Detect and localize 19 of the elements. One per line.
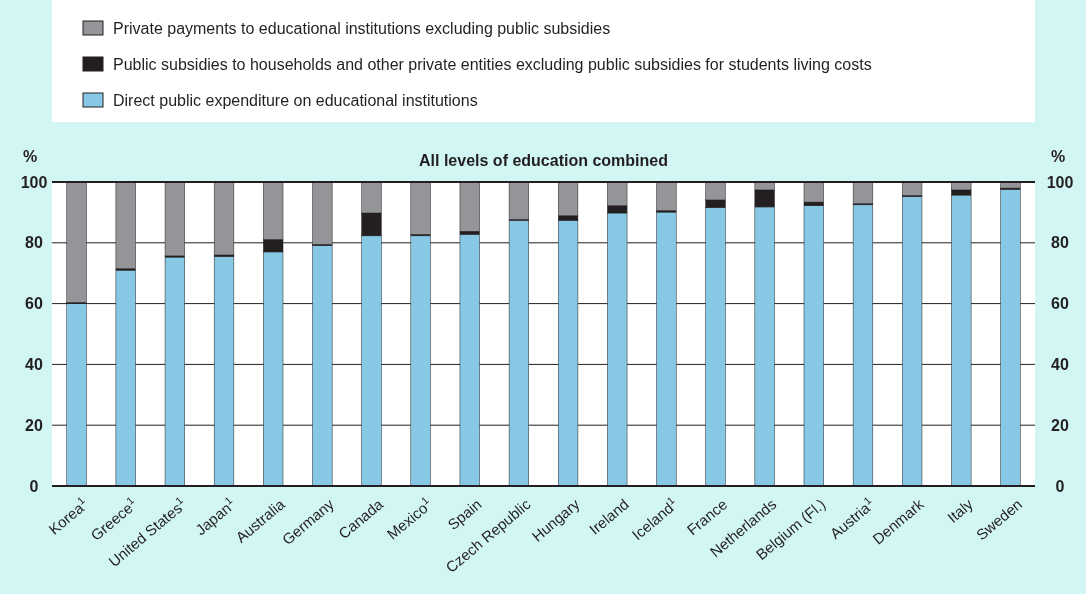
y-axis-title: % (22, 148, 38, 165)
legend-label: Public subsidies to households and other private entities excluding public subsidies for students living costs (113, 55, 872, 73)
y2-tick-label: 60 (1051, 295, 1069, 313)
y2-tick-label: 40 (1051, 356, 1069, 373)
y-tick-label: 40 (25, 356, 43, 373)
x-tick-label: Italy (943, 495, 977, 527)
y2-tick-label: 20 (1051, 416, 1069, 434)
chart-title: All levels of education combined (419, 152, 668, 169)
legend-label: Direct public expenditure on educational institutions (113, 91, 478, 109)
y2-axis-title: % (1050, 148, 1066, 165)
legend-label: Private payments to educational institutions excluding public subsidies (113, 19, 611, 37)
y2-tick-label: 80 (1051, 234, 1069, 252)
y2-tick-label: 0 (1055, 477, 1065, 495)
y-tick-label: 60 (25, 295, 43, 313)
y2-tick-label: 100 (1046, 173, 1074, 191)
y-tick-label: 80 (25, 234, 43, 252)
y-tick-label: 0 (29, 477, 39, 495)
y-tick-label: 100 (20, 173, 48, 191)
y-tick-label: 20 (25, 416, 43, 434)
